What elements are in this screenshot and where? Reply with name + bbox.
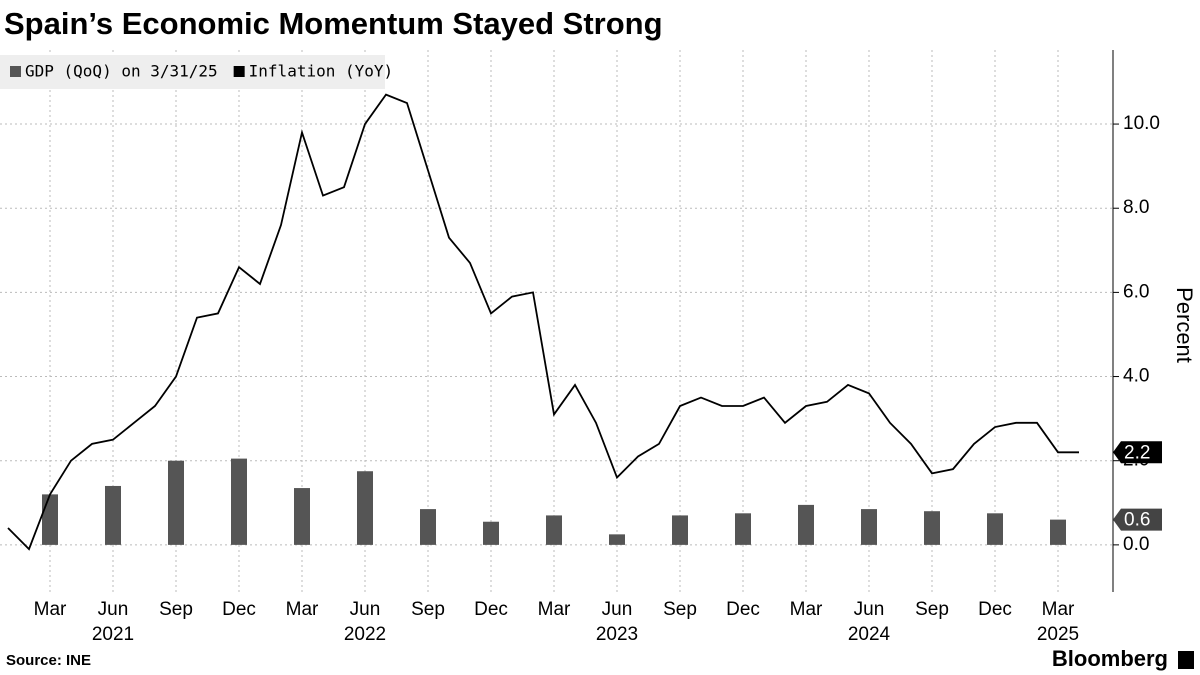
bar — [546, 515, 562, 545]
bar — [1050, 519, 1066, 545]
bar — [231, 458, 247, 545]
year-label: 2025 — [1037, 624, 1079, 645]
x-tick-label: Mar — [790, 599, 823, 620]
brand-icon — [1178, 651, 1194, 669]
bar — [357, 471, 373, 545]
y-tick-label: 10.0 — [1123, 113, 1160, 134]
x-tick-label: Jun — [602, 599, 633, 620]
year-label: 2023 — [596, 624, 638, 645]
x-tick-label: Dec — [978, 599, 1012, 620]
legend-box — [0, 55, 385, 89]
bar — [924, 511, 940, 545]
x-tick-label: Sep — [915, 599, 949, 620]
brand: Bloomberg — [1052, 646, 1168, 671]
legend-swatch — [10, 66, 21, 77]
x-tick-label: Mar — [34, 599, 67, 620]
y-tick-label: 8.0 — [1123, 197, 1149, 218]
line — [7, 93, 1079, 551]
year-label: 2024 — [848, 624, 891, 645]
x-tick-label: Sep — [159, 599, 193, 620]
bar — [420, 509, 436, 545]
x-tick-label: Dec — [474, 599, 508, 620]
bar — [861, 509, 877, 545]
bar — [735, 513, 751, 545]
x-tick-label: Sep — [663, 599, 697, 620]
x-tick-label: Dec — [726, 599, 760, 620]
x-tick-label: Mar — [538, 599, 571, 620]
value-badge — [1113, 508, 1162, 531]
y-axis-label: Percent — [1172, 287, 1197, 363]
year-label: 2021 — [92, 624, 134, 645]
x-tick-label: Dec — [222, 599, 256, 620]
x-tick-label: Jun — [854, 599, 885, 620]
chart-title: Spain’s Economic Momentum Stayed Strong — [4, 6, 663, 41]
x-tick-label: Mar — [286, 599, 319, 620]
bar — [483, 521, 499, 545]
bar — [798, 504, 814, 545]
bar — [105, 485, 121, 545]
value-label: 2.2 — [1124, 442, 1150, 463]
bar — [609, 534, 625, 545]
x-tick-label: Jun — [350, 599, 381, 620]
bar — [42, 494, 58, 545]
legend-label: Inflation (YoY) — [249, 62, 394, 81]
legend-swatch — [233, 66, 245, 77]
y-tick-label: 4.0 — [1123, 366, 1149, 387]
bar — [672, 515, 688, 545]
value-badge — [1113, 441, 1162, 464]
y-tick-label: 6.0 — [1123, 281, 1149, 302]
value-label: 0.6 — [1124, 510, 1150, 531]
bar — [168, 460, 184, 545]
x-tick-label: Mar — [1042, 599, 1075, 620]
source: Source: INE — [6, 652, 91, 669]
bar — [987, 513, 1003, 545]
x-tick-label: Jun — [98, 599, 129, 620]
bar — [294, 488, 310, 545]
legend-label: GDP (QoQ) on 3/31/25 — [25, 62, 218, 81]
x-tick-label: Sep — [411, 599, 445, 620]
year-label: 2022 — [344, 624, 386, 645]
y-tick-label: 0.0 — [1123, 534, 1149, 555]
